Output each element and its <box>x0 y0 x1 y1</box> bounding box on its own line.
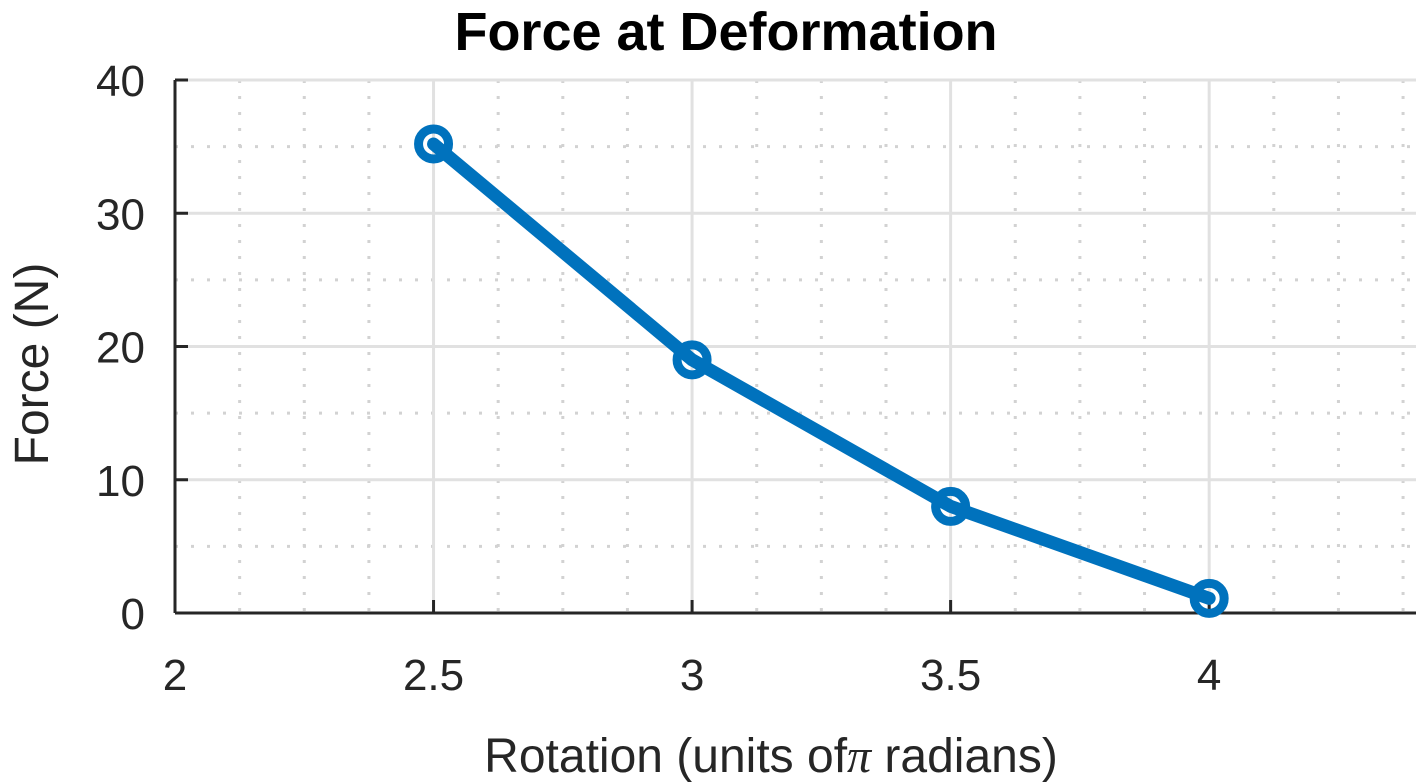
y-tick-label: 30 <box>96 190 145 239</box>
data-point-marker <box>414 124 454 164</box>
data-point-marker <box>672 340 712 380</box>
x-tick-label: 2.5 <box>403 651 464 700</box>
x-tick-label: 4 <box>1197 651 1221 700</box>
chart-title: Force at Deformation <box>454 2 997 62</box>
y-axis-label: Force (N) <box>6 263 59 466</box>
x-axis-label: Rotation (units ofπ radians) <box>484 730 1058 783</box>
x-tick-label: 2 <box>163 651 187 700</box>
y-tick-label: 40 <box>96 57 145 106</box>
data-point-marker <box>1189 578 1229 618</box>
series <box>414 124 1229 618</box>
data-point-marker <box>931 486 971 526</box>
x-tick-label: 3.5 <box>920 651 981 700</box>
x-axis-label-pi: π <box>847 730 873 783</box>
x-axis-label-main: Rotation (units of <box>484 730 848 783</box>
y-tick-label: 10 <box>96 457 145 506</box>
series-line <box>427 137 1216 605</box>
y-tick-label: 20 <box>96 324 145 373</box>
y-tick-label: 0 <box>121 590 145 639</box>
x-tick-label: 3 <box>680 651 704 700</box>
x-axis-label-tail: radians) <box>871 730 1058 783</box>
